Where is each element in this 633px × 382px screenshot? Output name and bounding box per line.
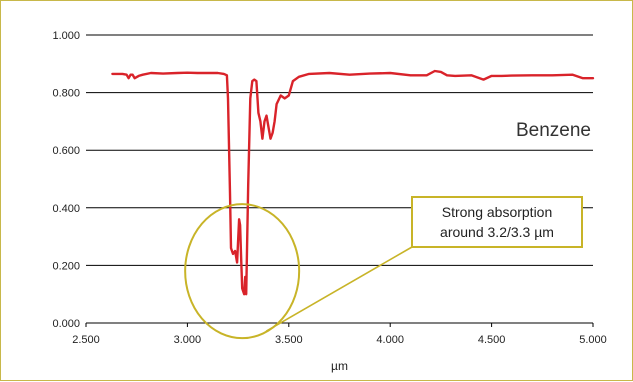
x-tick-label: 3.500 — [275, 334, 303, 346]
y-tick-label: 0.000 — [52, 318, 80, 330]
callout-box — [411, 196, 583, 248]
y-axis-ticks: 0.000 0.200 0.400 0.600 0.800 1.000 — [52, 30, 80, 330]
x-tick-label: 5.000 — [579, 334, 607, 346]
series-line-benzene — [111, 69, 595, 296]
x-axis-label: µm — [331, 359, 348, 373]
callout-ellipse — [184, 203, 301, 340]
x-axis-ticks: 2.500 3.000 3.500 4.000 4.500 5.000 — [72, 323, 607, 346]
series-label: Benzene — [516, 120, 591, 141]
y-tick-label: 0.800 — [52, 88, 80, 100]
x-tick-label: 2.500 — [72, 334, 100, 346]
x-tick-label: 3.000 — [174, 334, 202, 346]
y-tick-label: 1.000 — [52, 30, 80, 42]
x-tick-label: 4.500 — [478, 334, 506, 346]
y-tick-label: 0.600 — [52, 145, 80, 157]
x-tick-label: 4.000 — [376, 334, 404, 346]
callout-connector-line — [265, 246, 413, 332]
callout-text-line-2: around 3.2/3.3 µm — [440, 224, 554, 240]
y-tick-label: 0.400 — [52, 203, 80, 215]
callout-text-line-1: Strong absorption — [442, 204, 553, 220]
y-tick-label: 0.200 — [52, 260, 80, 272]
